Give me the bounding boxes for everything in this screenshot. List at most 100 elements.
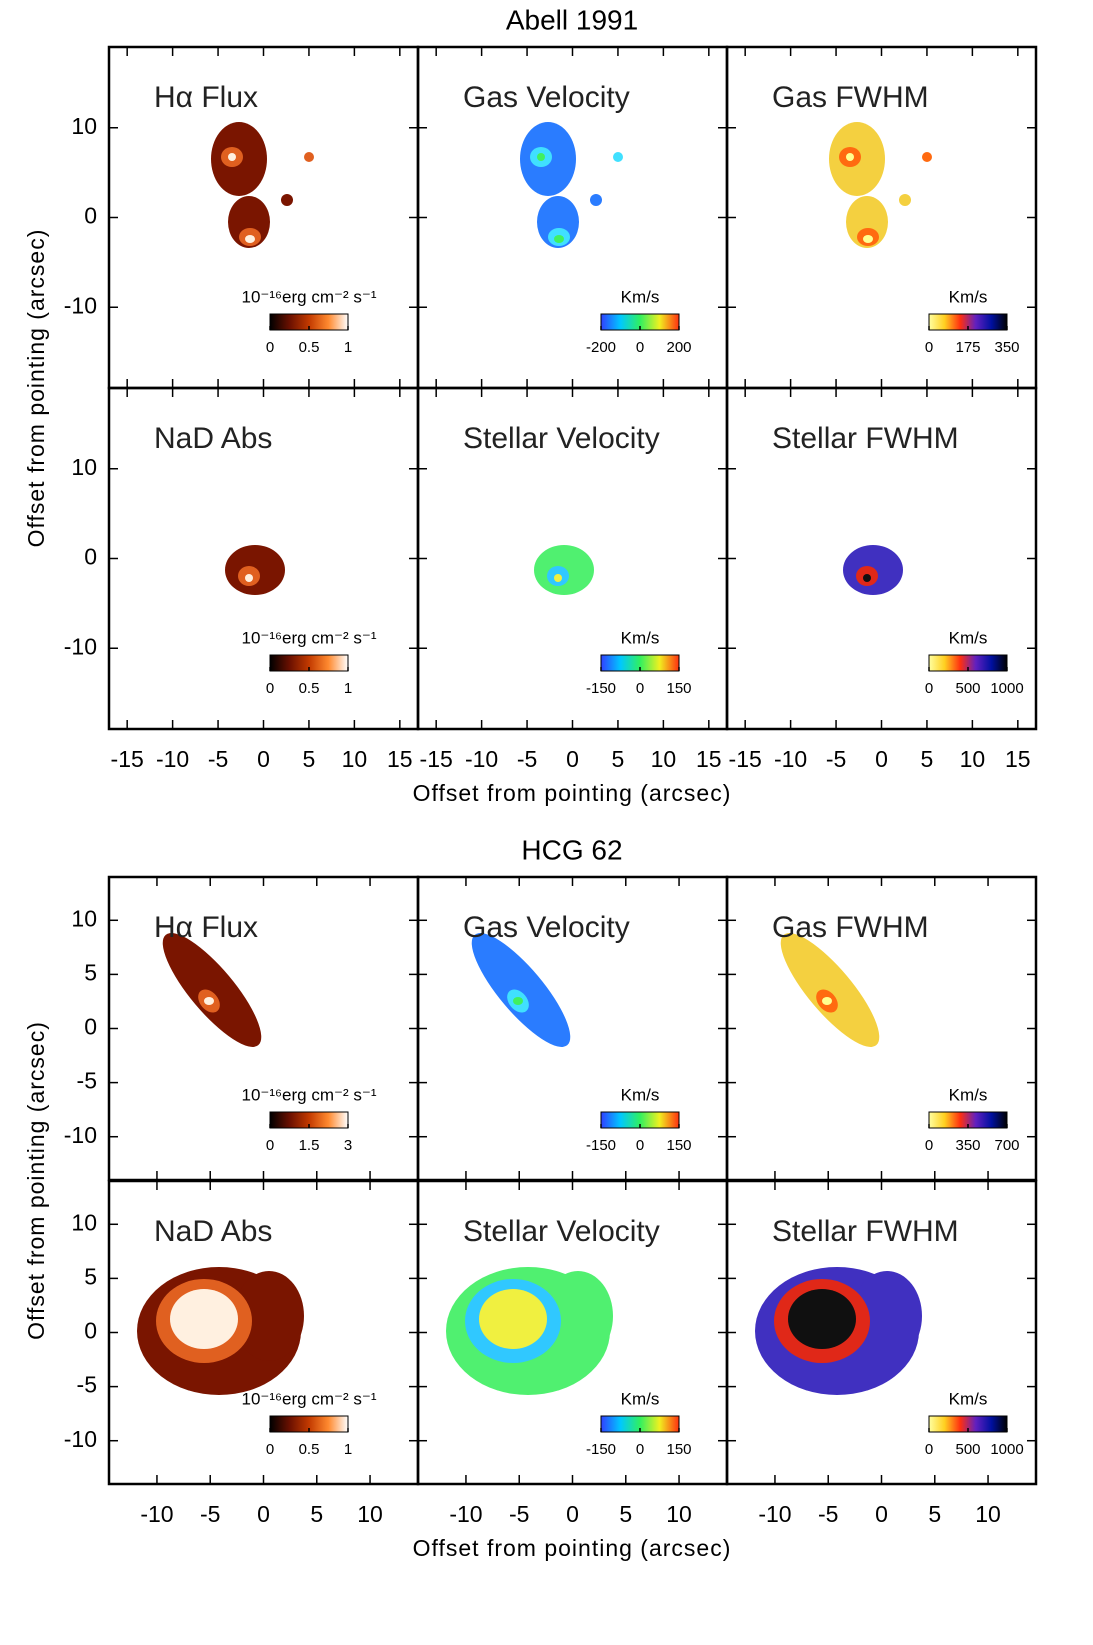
x-tick-label: 10 (975, 1501, 1001, 1527)
panel-title: Gas FWHM (772, 81, 929, 114)
x-tick-label: -10 (758, 1501, 791, 1527)
colorbar-tick-label: 350 (994, 339, 1019, 356)
y-tick-label: -5 (77, 1068, 97, 1094)
colorbar-tick-label: 150 (666, 1441, 691, 1458)
colorbar-tick-label: 200 (666, 339, 691, 356)
map-region (479, 1289, 547, 1349)
colorbar-unit: Km/s (621, 628, 660, 647)
x-tick-label: -5 (517, 746, 537, 772)
map-region (852, 1271, 922, 1361)
colorbar-tick-label: 150 (666, 1137, 691, 1154)
colorbar-tick-label: 0 (925, 680, 933, 697)
colorbar-tick-label: 0 (636, 1137, 644, 1154)
map-region (471, 933, 571, 1047)
colorbar-tick-label: 0 (636, 339, 644, 356)
map-region (543, 1271, 613, 1361)
map-region (554, 235, 564, 243)
y-tick-label: 5 (84, 959, 97, 985)
panel-title: Gas FWHM (772, 911, 929, 944)
x-tick-label: 0 (875, 746, 888, 772)
y-tick-label: -10 (64, 1122, 97, 1148)
x-tick-label: 10 (651, 746, 677, 772)
y-tick-label: 5 (84, 1263, 97, 1289)
colorbar-tick-label: -150 (586, 680, 616, 697)
colorbar-unit: 10⁻¹⁶erg cm⁻² s⁻¹ (242, 287, 377, 306)
panel-title: Hα Flux (154, 911, 258, 944)
figure-title: Abell 1991 (506, 4, 638, 35)
y-tick-label: 0 (84, 203, 97, 229)
panel-title: Gas Velocity (463, 911, 630, 944)
panel-frame (725, 1179, 1038, 1486)
panel-title: Hα Flux (154, 81, 258, 114)
map-region (234, 1271, 304, 1361)
map-region (863, 235, 873, 243)
map-region (590, 194, 602, 206)
x-tick-label: -10 (449, 1501, 482, 1527)
x-tick-label: -10 (140, 1501, 173, 1527)
map-region (228, 153, 236, 161)
x-tick-label: -5 (818, 1501, 838, 1527)
panel-title: NaD Abs (154, 1215, 272, 1248)
map-region (554, 574, 562, 582)
map-region (846, 153, 854, 161)
colorbar-unit: Km/s (621, 287, 660, 306)
panel-title: Stellar FWHM (772, 1215, 959, 1248)
colorbar-tick-label: 500 (955, 680, 980, 697)
colorbar-tick-label: 0 (266, 339, 274, 356)
colorbar-tick-label: 1000 (990, 680, 1023, 697)
x-tick-label: 5 (303, 746, 316, 772)
panel-title: Stellar Velocity (463, 422, 660, 455)
map-region (613, 152, 623, 162)
y-axis-label: Offset from pointing (arcsec) (23, 229, 49, 548)
x-tick-label: 5 (921, 746, 934, 772)
x-tick-label: -5 (200, 1501, 220, 1527)
figure-title: HCG 62 (521, 834, 622, 865)
x-tick-label: -5 (826, 746, 846, 772)
y-tick-label: 0 (84, 544, 97, 570)
map-region (170, 1289, 238, 1349)
panel-title: Stellar FWHM (772, 422, 959, 455)
map-region (162, 933, 262, 1047)
x-tick-label: 5 (310, 1501, 323, 1527)
x-tick-label: -15 (111, 746, 144, 772)
y-axis-label: Offset from pointing (arcsec) (23, 1021, 49, 1340)
colorbar-tick-label: 3 (344, 1137, 352, 1154)
x-tick-label: 10 (357, 1501, 383, 1527)
x-tick-label: 0 (257, 746, 270, 772)
x-tick-label: -10 (156, 746, 189, 772)
x-tick-label: 15 (1005, 746, 1031, 772)
y-tick-label: 10 (71, 113, 97, 139)
x-tick-label: 15 (387, 746, 413, 772)
colorbar-tick-label: 0.5 (299, 339, 320, 356)
map-region (822, 997, 832, 1005)
x-tick-label: -15 (420, 746, 453, 772)
map-region (245, 574, 253, 582)
map-region (788, 1289, 856, 1349)
x-tick-label: 0 (566, 1501, 579, 1527)
map-region (780, 933, 880, 1047)
colorbar-tick-label: 1 (344, 680, 352, 697)
colorbar-tick-label: -150 (586, 1441, 616, 1458)
y-tick-label: 10 (71, 454, 97, 480)
x-tick-label: 10 (666, 1501, 692, 1527)
y-tick-label: -10 (64, 292, 97, 318)
panel-title: Gas Velocity (463, 81, 630, 114)
x-tick-label: -5 (208, 746, 228, 772)
colorbar-tick-label: 0 (636, 680, 644, 697)
y-tick-label: 10 (71, 1209, 97, 1235)
colorbar-tick-label: 350 (955, 1137, 980, 1154)
colorbar-tick-label: 0 (925, 339, 933, 356)
colorbar-tick-label: 1 (344, 1441, 352, 1458)
y-tick-label: 0 (84, 1014, 97, 1040)
colorbar-unit: Km/s (949, 1389, 988, 1408)
x-tick-label: -5 (509, 1501, 529, 1527)
panel-title: NaD Abs (154, 422, 272, 455)
x-tick-label: -15 (729, 746, 762, 772)
colorbar-tick-label: 0 (266, 1137, 274, 1154)
y-tick-label: -10 (64, 633, 97, 659)
x-tick-label: 5 (612, 746, 625, 772)
x-tick-label: 15 (696, 746, 722, 772)
panel-title: Stellar Velocity (463, 1215, 660, 1248)
colorbar-unit: Km/s (949, 287, 988, 306)
